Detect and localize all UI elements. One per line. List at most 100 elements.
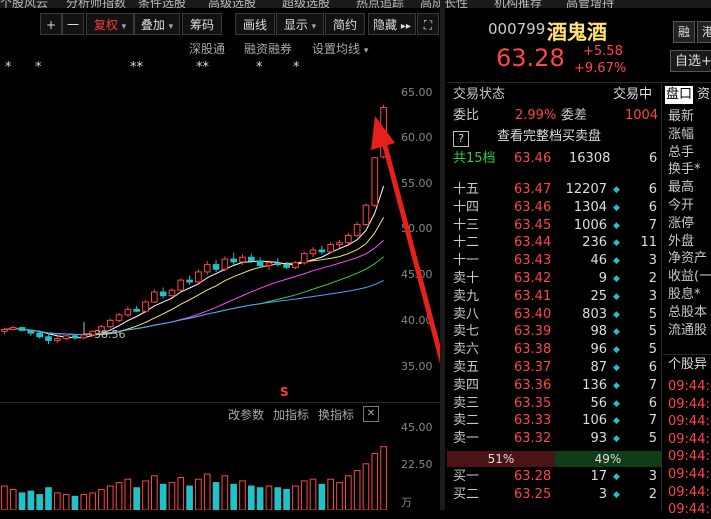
candle[interactable] [318,249,326,253]
candle[interactable] [1,328,8,332]
close-icon[interactable]: ✕ [363,406,379,422]
candle[interactable] [98,326,105,332]
hk-connect-badge-button[interactable]: 港 [697,21,711,43]
candle[interactable] [36,332,44,338]
s-marker[interactable]: S [280,385,289,399]
candle[interactable] [159,291,167,297]
event-star[interactable]: * [5,60,12,75]
sz-connect-link[interactable]: 深股通 [189,42,226,56]
event-time[interactable]: 09:44:1 [668,396,711,412]
candle[interactable] [292,262,299,268]
candle[interactable] [221,258,229,270]
top-menu-item[interactable]: 高级选股 [208,0,257,8]
candle[interactable] [45,336,52,341]
candle[interactable] [274,262,282,266]
candle[interactable] [353,223,361,236]
event-star[interactable]: * [256,60,263,75]
event-time[interactable]: 09:44:1 [668,414,711,430]
top-menu-item[interactable]: 分析师指数 [66,0,127,8]
candle[interactable] [62,335,70,340]
candle[interactable] [142,301,149,312]
candle[interactable] [124,308,132,316]
candlestick-chart[interactable] [0,60,388,400]
margin-badge-button[interactable]: 融 [673,21,695,43]
candle[interactable] [115,314,123,321]
candle[interactable] [27,329,35,334]
candle[interactable] [195,271,202,283]
top-menu-item[interactable]: 高管增持 [566,0,615,8]
help-icon[interactable]: ? [453,131,469,147]
event-star[interactable]: * [35,60,42,75]
weicha-label: 委差 [561,108,588,123]
candle[interactable] [283,264,290,268]
hide-button[interactable]: 隐藏 ▸▸ [368,13,416,35]
candle[interactable] [177,279,185,291]
swap-indicator-button[interactable]: 换指标 [318,408,355,422]
candle[interactable] [203,264,211,273]
event-time[interactable]: 09:44:1 [668,449,711,465]
order-flag-icon: ◆ [613,380,620,391]
candle[interactable] [186,279,193,283]
candle[interactable] [89,330,96,336]
event-time[interactable]: 09:44:1 [668,467,711,482]
candle[interactable] [9,327,17,330]
candle[interactable] [265,262,273,267]
margin-link[interactable]: 融资融券 [244,42,293,56]
order-price: 63.44 [514,235,552,251]
zoom-in-button[interactable]: + [40,13,62,35]
add-indicator-button[interactable]: 加指标 [273,408,310,422]
event-time[interactable]: 09:44:1 [668,484,711,500]
order-volume: 803 [582,306,607,322]
chip-button[interactable]: 筹码 [182,13,222,35]
tab-zi[interactable]: 资 [697,87,711,102]
overlay-button[interactable]: 叠加 ▾ [134,13,180,35]
candle[interactable] [71,335,79,339]
draw-line-button[interactable]: 画线 [235,13,275,35]
edit-params-button[interactable]: 改参数 [228,408,265,422]
top-menu-item[interactable]: 机构推荐 [494,0,543,8]
full-orderbook-link[interactable]: 查看完整档买卖盘 [497,129,602,144]
candle[interactable] [80,334,88,339]
event-time[interactable]: 09:44:0 [668,379,711,394]
event-time[interactable]: 09:44:1 [668,502,711,518]
simple-button[interactable]: 简约 [325,13,365,35]
top-menu-item[interactable]: 条件选股 [138,0,187,8]
candle[interactable] [106,319,114,328]
candle[interactable] [336,242,343,246]
ma-setting-button[interactable]: 设置均线 ▾ [312,40,368,57]
quote-field-label: 收益(一) [668,269,711,285]
add-watchlist-button[interactable]: 自选+ [670,50,711,72]
candle[interactable] [230,258,238,263]
candle[interactable] [133,308,141,312]
order-volume: 9 [598,271,607,286]
candle[interactable] [18,327,26,331]
volume-bar [274,487,282,510]
candle[interactable] [239,256,246,263]
top-menu-item[interactable]: 超级选股 [282,0,331,8]
event-time[interactable]: 09:44:1 [668,431,711,447]
event-star[interactable]: * [293,60,300,75]
candle[interactable] [247,256,255,262]
expand-icon[interactable]: ⛶ [417,13,439,35]
candle[interactable] [344,234,352,244]
display-button[interactable]: 显示 ▾ [276,13,324,35]
candle[interactable] [362,204,370,225]
candle[interactable] [371,157,379,206]
event-star[interactable]: ** [130,60,143,75]
event-star[interactable]: ** [196,60,209,75]
candle[interactable] [168,289,176,297]
candle[interactable] [212,264,220,270]
candle[interactable] [256,260,264,267]
candle[interactable] [327,244,335,253]
volume-chart[interactable] [0,425,388,510]
fq-button[interactable]: 复权 ▾ [86,13,134,35]
candle[interactable] [309,249,317,255]
candle[interactable] [53,338,61,341]
zoom-out-button[interactable]: 一 [62,13,84,35]
candle[interactable] [150,291,158,303]
tab-pankou[interactable]: 盘口 [665,86,693,104]
volume-bar [371,453,379,510]
top-menu-item[interactable]: 个股风云 [0,0,49,8]
candle[interactable] [300,253,308,264]
top-menu-item[interactable]: 热点追踪 [356,0,405,8]
